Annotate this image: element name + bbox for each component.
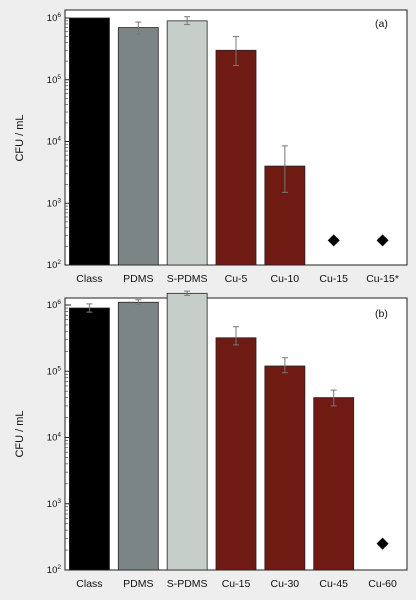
panel-a-category-label: Class (76, 273, 102, 285)
panel-b-bar-cu-30 (264, 365, 306, 571)
panel-a-error-bars (135, 16, 288, 193)
panel-b-bar-cu-45 (313, 397, 355, 571)
panel-b-category-label: Cu-45 (319, 578, 348, 590)
panel-a-category-label: Cu-10 (271, 273, 300, 285)
panel-a-category-label: PDMS (123, 273, 153, 285)
panel-b-error-bar-cu-30 (281, 357, 288, 374)
panel-a-error-bar-cu-5 (233, 36, 239, 67)
panel-a-category-label: Cu-5 (225, 273, 248, 285)
panel-b-error-bar-pdms (135, 299, 142, 305)
panel-a-marker-cu-15 (327, 234, 340, 247)
panel-b-category-label: Cu-15 (222, 578, 251, 590)
panel-b-markers (376, 537, 389, 550)
panel-a-y-tick-label: 106 (47, 12, 62, 24)
panel-a-y-tick-label: 103 (47, 197, 62, 209)
panel-b-category-label: Cu-30 (271, 578, 300, 590)
panel-a-error-bar-s-pdms (184, 16, 191, 26)
panel-b-label: (b) (375, 308, 388, 320)
panel-a-marker-cu-15-star (376, 234, 389, 247)
panel-b-category-labels: Class PDMS S-PDMS Cu-15 Cu-30 Cu-45 Cu-60 (76, 578, 397, 590)
panel-b-y-tick-label: 106 (47, 299, 62, 311)
panel-b-category-label: Class (76, 578, 102, 590)
panel-a-category-labels: Class PDMS S-PDMS Cu-5 Cu-10 Cu-15 Cu-15* (76, 273, 399, 285)
panel-a-category-label: Cu-15* (366, 273, 399, 285)
panel-b-bar-s-pdms (166, 292, 208, 571)
panel-a-y-tick-label: 104 (47, 136, 62, 148)
panel-b-category-label: S-PDMS (167, 578, 208, 590)
panel-b-y-ticks: 102 103 104 105 106 (47, 299, 71, 576)
panel-b-y-tick-label: 103 (47, 498, 62, 510)
panel-b-error-bar-class (86, 303, 93, 313)
panel-a-markers (327, 234, 389, 247)
panel-b-category-label: Cu-60 (368, 578, 397, 590)
panel-a-y-tick-label: 102 (47, 259, 62, 271)
panel-b-bar-cu-15 (215, 337, 257, 571)
panel-a-label: (a) (375, 18, 388, 30)
panel-b-y-axis-label: CFU / mL (14, 410, 26, 457)
panel-a-bar-pdms (117, 27, 159, 266)
panel-b-error-bar-cu-15 (233, 326, 239, 346)
panel-a-category-label: S-PDMS (167, 273, 208, 285)
panel-a-category-label: Cu-15 (319, 273, 348, 285)
panel-b-bar-class (69, 307, 110, 571)
panel-b-bars (69, 292, 355, 571)
panel-b-y-tick-label: 102 (47, 564, 62, 576)
panel-b: (b) CFU / mL 102 103 104 105 106 Class PDMS S-… (14, 290, 408, 590)
panel-b-marker-cu-60 (376, 537, 389, 550)
panel-b-bar-pdms (117, 301, 159, 571)
panel-b-y-tick-label: 105 (47, 365, 62, 377)
panel-a-error-bar-pdms (135, 21, 142, 35)
panel-a-y-tick-label: 105 (47, 74, 62, 86)
panel-a-y-axis-label: CFU / mL (14, 114, 26, 161)
panel-b-category-label: PDMS (123, 578, 153, 590)
panel-b-y-tick-label: 104 (47, 432, 62, 444)
panel-a-bar-s-pdms (166, 20, 208, 266)
panel-b-error-bars (86, 290, 337, 407)
panel-a-error-bar-cu-10 (281, 145, 288, 193)
panel-a: (a) CFU / mL 102 103 104 105 106 Class PDMS S-… (14, 9, 408, 285)
panel-a-bar-cu-5 (215, 49, 257, 266)
panel-a-bar-class (69, 17, 110, 266)
panel-b-error-bar-s-pdms (184, 290, 191, 296)
panel-b-error-bar-cu-45 (330, 389, 337, 407)
